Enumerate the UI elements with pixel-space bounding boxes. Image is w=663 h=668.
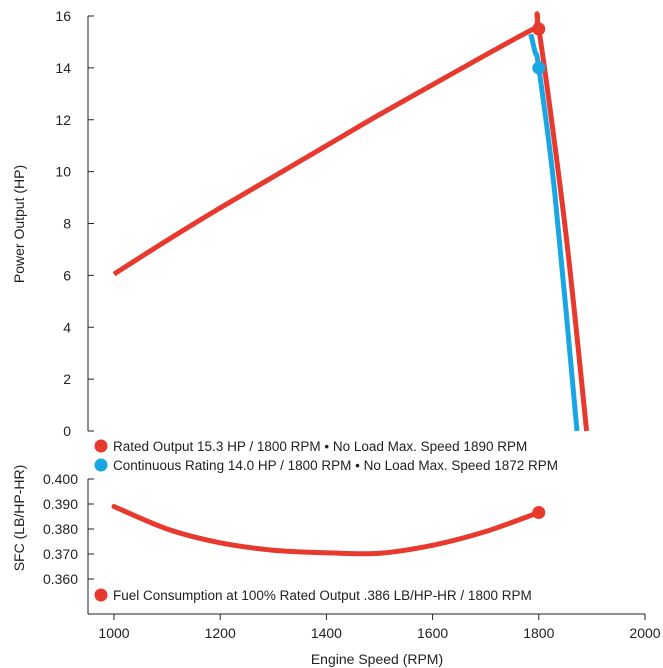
power-legend-label: Continuous Rating 14.0 HP / 1800 RPM • N… xyxy=(113,458,558,473)
power-y-axis-label: Power Output (HP) xyxy=(11,165,27,283)
power-y-tick-label: 10 xyxy=(55,164,71,180)
sfc-series-lines xyxy=(111,504,546,557)
sfc-x-tick-label: 1600 xyxy=(417,625,448,641)
sfc-x-tick-label: 2000 xyxy=(629,625,660,641)
sfc-legend-swatch xyxy=(94,588,108,602)
power-y-tick-label: 16 xyxy=(55,8,71,24)
sfc-y-tick-label: 0.380 xyxy=(43,521,78,537)
sfc-series-marker xyxy=(532,506,546,519)
power-legend-label: Rated Output 15.3 HP / 1800 RPM • No Loa… xyxy=(113,439,527,454)
sfc-y-axis-label: SFC (LB/HP-HR) xyxy=(11,465,27,572)
sfc-y-ticks: 0.360 0.370 0.380 0.390 0.400 xyxy=(43,471,94,587)
sfc-y-tick-label: 0.400 xyxy=(43,471,78,487)
sfc-series-line xyxy=(111,504,542,557)
sfc-y-tick-label: 0.390 xyxy=(43,496,78,512)
power-y-tick-label: 4 xyxy=(63,319,71,335)
power-y-tick-label: 2 xyxy=(63,371,71,387)
sfc-x-tick-label: 1400 xyxy=(311,625,342,641)
sfc-x-axis-label: Engine Speed (RPM) xyxy=(311,651,443,667)
sfc-chart: 0.360 0.370 0.380 0.390 0.400 1000 1200 1400 16… xyxy=(11,465,661,667)
sfc-x-tick-label: 1800 xyxy=(523,625,554,641)
sfc-x-tick-label: 1000 xyxy=(98,625,129,641)
power-y-tick-label: 12 xyxy=(55,112,71,128)
sfc-legend-label: Fuel Consumption at 100% Rated Output .3… xyxy=(113,588,532,603)
power-y-tick-label: 8 xyxy=(63,216,71,232)
power-series-lines xyxy=(112,11,590,432)
power-series-line xyxy=(528,33,580,432)
power-y-tick-label: 14 xyxy=(55,60,71,76)
power-y-tick-label: 6 xyxy=(63,267,71,283)
power-series-marker xyxy=(532,22,546,36)
power-y-ticks: 0 2 4 6 8 10 12 14 16 xyxy=(55,8,94,439)
sfc-y-tick-label: 0.370 xyxy=(43,546,78,562)
sfc-x-ticks: 1000 1200 1400 1600 1800 2000 xyxy=(98,614,661,641)
sfc-legend: Fuel Consumption at 100% Rated Output .3… xyxy=(94,588,532,603)
power-series-line xyxy=(112,11,590,432)
sfc-y-tick-label: 0.360 xyxy=(43,571,78,587)
power-series-marker xyxy=(532,61,546,75)
power-legend-swatch xyxy=(94,458,108,472)
sfc-x-tick-label: 1200 xyxy=(205,625,236,641)
power-legend: Rated Output 15.3 HP / 1800 RPM • No Loa… xyxy=(94,439,558,473)
power-chart: 0 2 4 6 8 10 12 14 16 Power Output (HP) Rated Ou… xyxy=(11,8,590,473)
power-y-tick-label: 0 xyxy=(63,423,71,439)
power-legend-swatch xyxy=(94,439,108,453)
